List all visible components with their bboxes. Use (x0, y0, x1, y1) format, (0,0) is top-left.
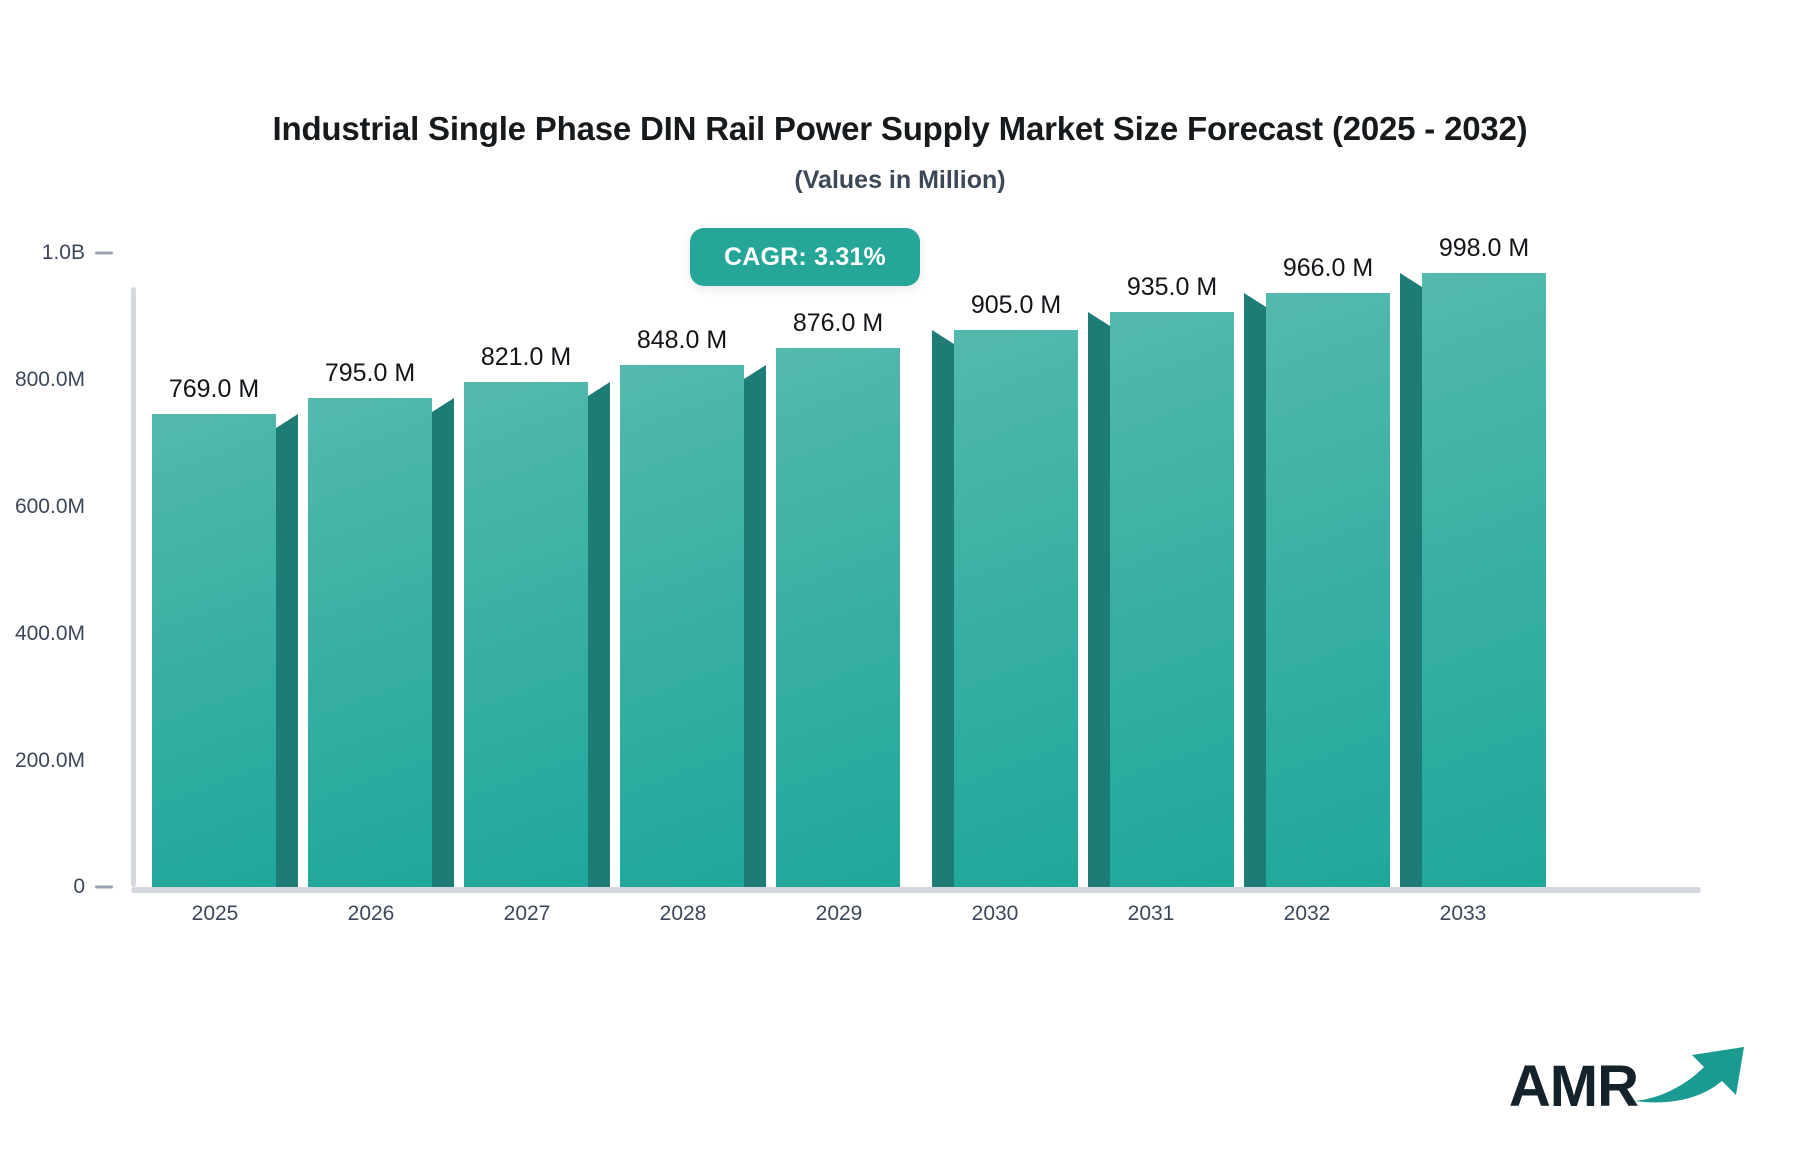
x-tick-label-2027: 2027 (503, 902, 551, 925)
bar-side-face (1088, 312, 1110, 887)
cagr-label: CAGR: 3.31% (724, 242, 886, 271)
amr-logo-text: AMR (1508, 1054, 1639, 1119)
x-tick-label-2031: 2031 (1127, 902, 1175, 925)
bar-front-face (152, 414, 276, 887)
bar-front-face (776, 348, 900, 887)
x-axis-line (131, 887, 1701, 893)
x-tick-label-2032: 2032 (1283, 902, 1331, 925)
bar-value-label: 998.0 M (1438, 234, 1530, 262)
bar-front-face (954, 330, 1078, 887)
bar-value-label: 769.0 M (168, 375, 260, 403)
x-tick-label-2029: 2029 (815, 902, 863, 925)
y-tick-label-600M: 600.0M (14, 495, 85, 518)
bar-value-label: 876.0 M (792, 309, 884, 337)
bar-front-face (1422, 273, 1546, 887)
bar-value-label: 935.0 M (1126, 273, 1218, 301)
plot-area: 769.0 M 795.0 M 821.0 M 848.0 M 876.0 M … (131, 234, 1701, 893)
x-tick-label-2030: 2030 (971, 902, 1019, 925)
bar-side-face (1244, 293, 1266, 887)
y-tick-label-800M: 800.0M (14, 368, 85, 391)
bar-value-label: 821.0 M (480, 343, 572, 371)
bar-front-face (464, 382, 588, 887)
growth-arrow-icon (1632, 1043, 1752, 1110)
cagr-badge: CAGR: 3.31% (690, 228, 920, 286)
bar-front-face (620, 365, 744, 887)
y-tick-label-400M: 400.0M (14, 622, 85, 645)
bar-side-face (744, 365, 766, 887)
y-tick-mark-1000M (95, 251, 113, 255)
x-tick-label-2028: 2028 (659, 902, 707, 925)
x-tick-label-2025: 2025 (191, 902, 239, 925)
bar-value-label: 795.0 M (324, 359, 416, 387)
amr-logo: AMR (1509, 1043, 1752, 1116)
x-tick-label-2026: 2026 (347, 902, 395, 925)
bar-side-face (432, 398, 454, 887)
chart-title: Industrial Single Phase DIN Rail Power S… (272, 110, 1528, 147)
y-tick-label-0: 0 (73, 875, 85, 898)
chart-subtitle: (Values in Million) (794, 166, 1006, 194)
bar-front-face (1110, 312, 1234, 887)
y-tick-label-200M: 200.0M (14, 749, 85, 772)
x-tick-label-2033: 2033 (1439, 902, 1487, 925)
bar-side-face (1400, 273, 1422, 887)
bar-side-face (932, 330, 954, 887)
bar-value-label: 905.0 M (970, 291, 1062, 319)
y-axis-labels: 1.0B 800.0M 600.0M 400.0M 200.0M 0 (0, 0, 131, 1156)
bar-value-label: 966.0 M (1282, 254, 1374, 282)
y-tick-label-1000M: 1.0B (41, 241, 85, 264)
bar-front-face (1266, 293, 1390, 887)
bar-side-face (588, 382, 610, 887)
bar-front-face (308, 398, 432, 887)
bar-side-face (276, 414, 298, 887)
bar-value-label: 848.0 M (636, 326, 728, 354)
y-tick-mark-0 (95, 885, 113, 889)
y-axis-line (131, 287, 136, 887)
